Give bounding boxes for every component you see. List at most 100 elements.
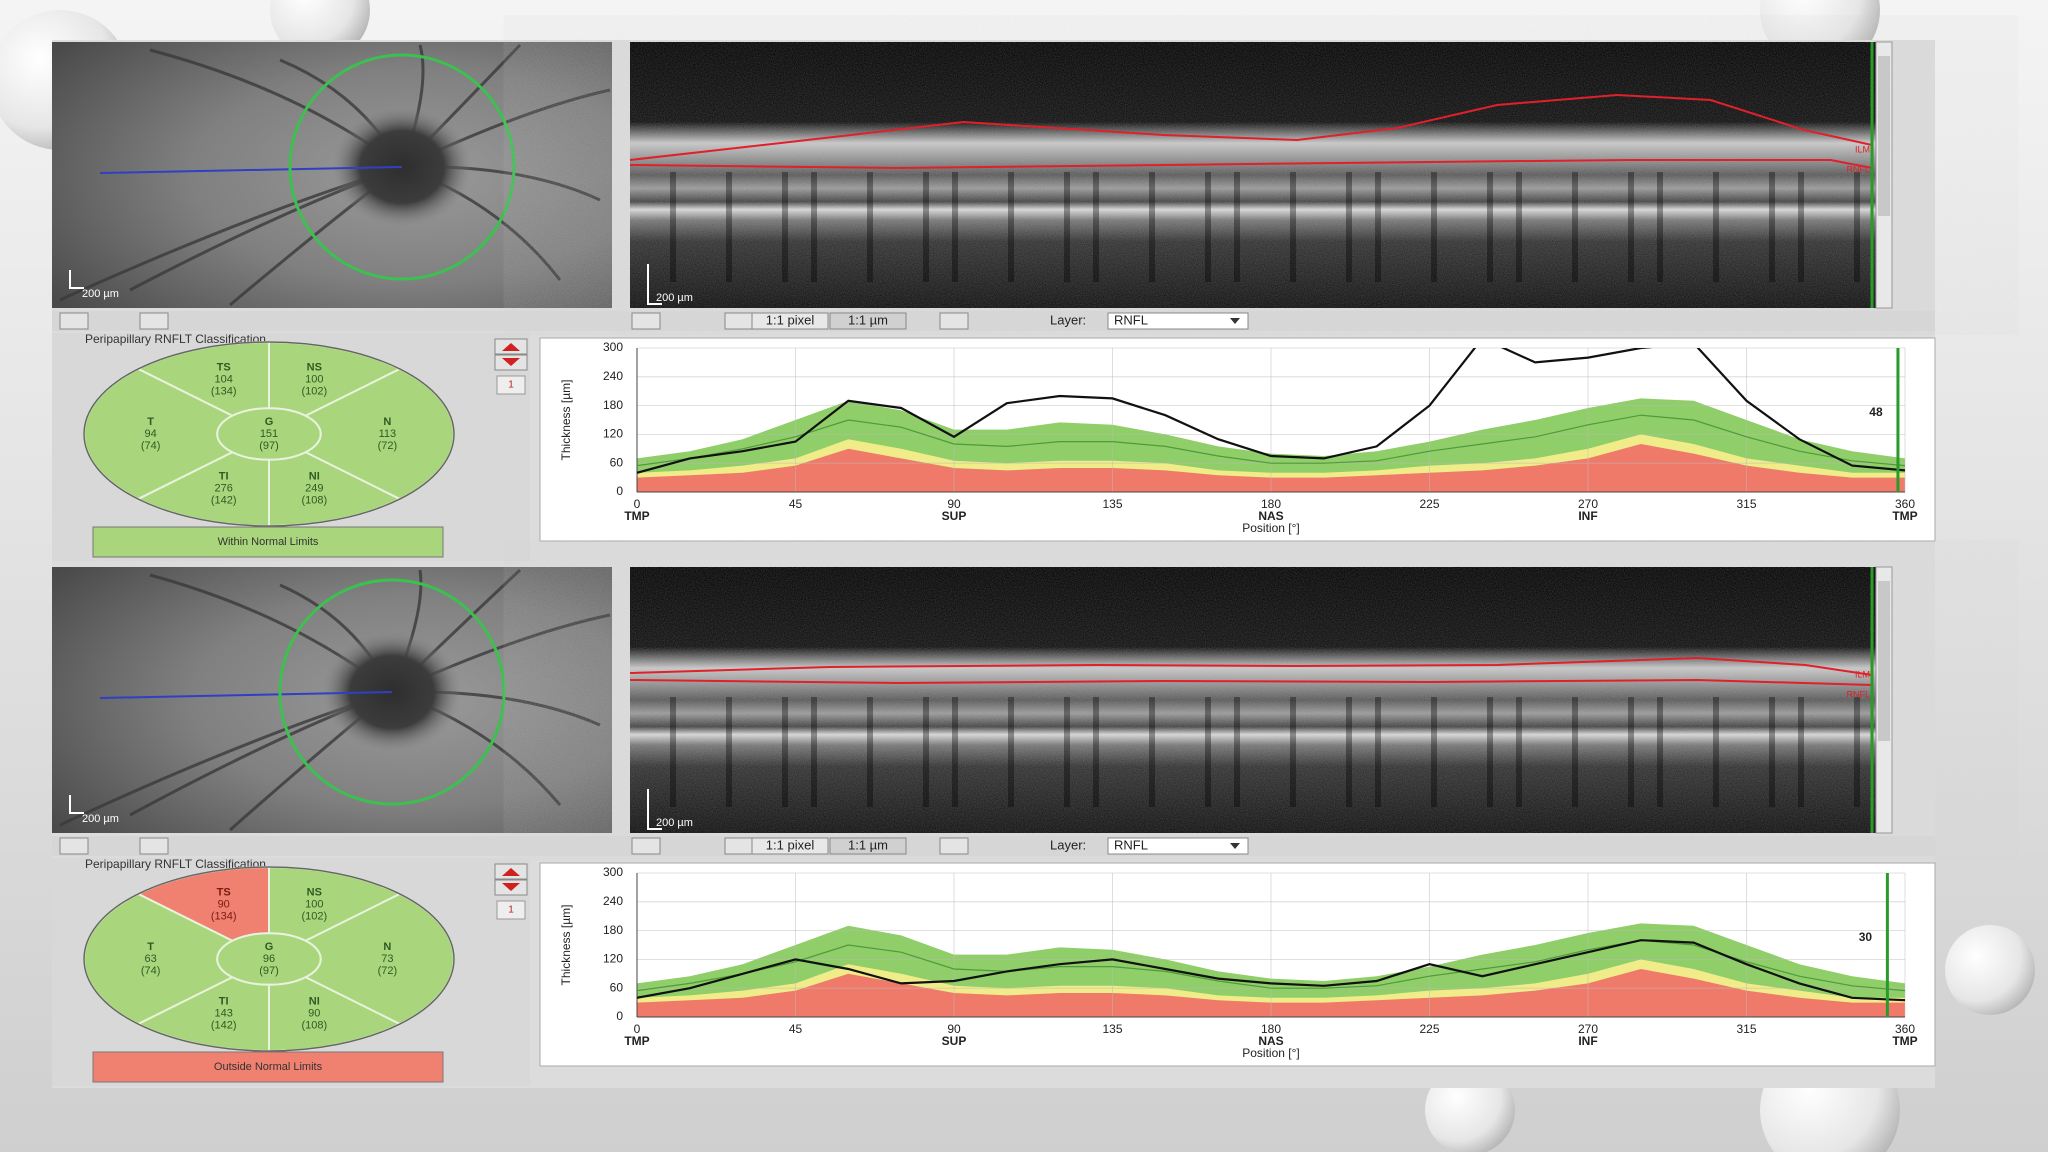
- sector-value: 276: [215, 482, 233, 494]
- y-tick-label: 60: [610, 455, 624, 469]
- oct-label: RNFL: [1846, 689, 1870, 699]
- sector-value: 100: [305, 899, 323, 911]
- sector-value: 94: [144, 428, 156, 440]
- scroll-up-arrow: [502, 343, 520, 351]
- sector-name: NS: [307, 887, 322, 899]
- icon-button: [139, 837, 169, 855]
- scale-bar: [69, 795, 84, 814]
- rnfl-boundary: [629, 159, 1873, 170]
- pixel-button: [751, 312, 829, 330]
- sector-normal: (97): [259, 440, 279, 452]
- vessel-shadow: [1008, 172, 1014, 282]
- hand-tool: [631, 312, 661, 330]
- vessel-shadow: [1798, 697, 1804, 807]
- sector-name: G: [265, 416, 274, 428]
- sector-value: 249: [305, 482, 323, 494]
- status-text: Outside Normal Limits: [214, 1061, 323, 1073]
- sector-name: NI: [309, 995, 320, 1007]
- sector-value: 104: [215, 374, 233, 386]
- x-tick-label: 360: [1895, 497, 1915, 511]
- sector-normal: (108): [301, 1019, 327, 1031]
- pixel-button-label: 1:1 pixel: [766, 837, 815, 852]
- vessel-shadow: [923, 172, 929, 282]
- edit-tool: [939, 837, 969, 855]
- vessel-shadow: [811, 172, 817, 282]
- vessel-shadow: [1798, 172, 1804, 282]
- classification-title: Peripapillary RNFLT Classification: [85, 332, 266, 346]
- x-tick-label: 225: [1419, 497, 1439, 511]
- micron-button-label: 1:1 µm: [848, 312, 888, 327]
- y-tick-label: 120: [603, 427, 623, 441]
- sector-normal: (142): [211, 1019, 237, 1031]
- region-label: TMP: [624, 1034, 649, 1048]
- y-tick-label: 300: [603, 340, 623, 354]
- thickness-line: [637, 939, 1905, 1002]
- vessel-shadow: [1657, 697, 1663, 807]
- region-label: SUP: [942, 1034, 967, 1048]
- page-number: 1: [508, 905, 514, 916]
- vessel-shadow: [1487, 172, 1493, 282]
- y-tick-label: 0: [616, 1009, 623, 1023]
- micron-button: [829, 837, 907, 855]
- y-axis-label: Thickness [µm]: [559, 905, 573, 986]
- vessel-shadow: [1487, 697, 1493, 807]
- sector-value: 90: [218, 899, 230, 911]
- scale-bar: [69, 270, 84, 289]
- x-tick-label: 270: [1578, 1022, 1598, 1036]
- region-label: TMP: [1892, 1034, 1917, 1048]
- sector-normal: (134): [211, 911, 237, 923]
- oct-scale: 200 µm: [656, 292, 693, 304]
- vessel-shadow: [1149, 172, 1155, 282]
- vessel-shadow: [1769, 172, 1775, 282]
- oct-scale: 200 µm: [656, 817, 693, 829]
- vessel-shadow: [1572, 172, 1578, 282]
- y-tick-label: 180: [603, 923, 623, 937]
- scroll-thumb: [1878, 581, 1890, 741]
- sector-normal: (72): [378, 965, 398, 977]
- vessel-shadow: [1628, 697, 1634, 807]
- mean-line: [637, 414, 1905, 467]
- sector-name: NI: [309, 470, 320, 482]
- x-axis-label: Position [°]: [1242, 1046, 1300, 1060]
- vessel-shadow: [1516, 697, 1522, 807]
- vessel-shadow: [1064, 172, 1070, 282]
- oct-label: RNFL: [1846, 164, 1870, 174]
- sector-name: TI: [219, 470, 229, 482]
- region-label: TMP: [624, 509, 649, 523]
- y-tick-label: 0: [616, 484, 623, 498]
- scroll-up-arrow: [502, 868, 520, 876]
- layer-value: RNFL: [1114, 312, 1148, 327]
- sector-value: 63: [144, 953, 156, 965]
- thickness-line: [637, 348, 1905, 474]
- oct-label: ILM: [1855, 144, 1870, 154]
- scroll-thumb: [1878, 56, 1890, 216]
- vessel-shadow: [1205, 172, 1211, 282]
- fundus-scale: 200 µm: [82, 288, 119, 300]
- ilm-boundary: [629, 656, 1873, 676]
- vessel-shadow: [1093, 172, 1099, 282]
- oct-speckle: [630, 567, 1892, 833]
- pixel-button: [751, 837, 829, 855]
- sector-value: 100: [305, 374, 323, 386]
- vessel-shadow: [867, 697, 873, 807]
- x-tick-label: 180: [1261, 497, 1281, 511]
- mean-line: [637, 939, 1905, 992]
- sector-normal: (108): [301, 494, 327, 506]
- fit-tool: [724, 837, 754, 855]
- page-box: [496, 375, 526, 395]
- y-tick-label: 60: [610, 980, 624, 994]
- x-axis-label: Position [°]: [1242, 521, 1300, 535]
- x-tick-label: 0: [634, 1022, 641, 1036]
- layer-value: RNFL: [1114, 837, 1148, 852]
- sector-name: T: [147, 416, 154, 428]
- x-tick-label: 270: [1578, 497, 1598, 511]
- vessel-shadow: [952, 172, 958, 282]
- scroll-down-arrow: [502, 358, 520, 366]
- status-box: [92, 1051, 444, 1083]
- vessel-shadow: [1205, 697, 1211, 807]
- vessel-shadow: [1657, 172, 1663, 282]
- vessel-shadow: [1375, 697, 1381, 807]
- y-tick-label: 240: [603, 369, 623, 383]
- vessel-shadow: [1854, 697, 1860, 807]
